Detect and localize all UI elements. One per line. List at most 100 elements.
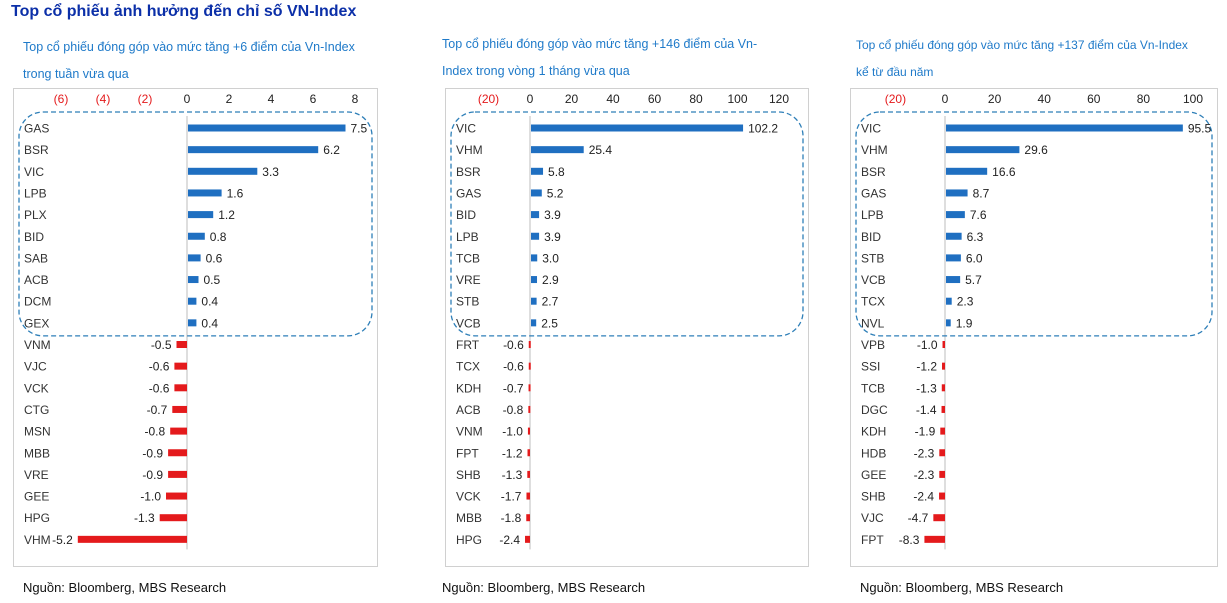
- category-label: CTG: [24, 403, 49, 417]
- category-label: VIC: [24, 165, 44, 179]
- category-label: DCM: [24, 295, 51, 309]
- category-label: STB: [861, 251, 884, 265]
- data-label: 2.7: [542, 295, 559, 309]
- x-tick-label: 80: [689, 92, 703, 106]
- x-tick-label: 100: [727, 92, 747, 106]
- category-label: DGC: [861, 403, 888, 417]
- bar: [188, 146, 319, 154]
- bar: [940, 427, 945, 435]
- bar: [188, 189, 222, 197]
- category-label: FPT: [456, 446, 479, 460]
- data-label: 2.9: [542, 273, 559, 287]
- x-tick-label: 60: [1087, 92, 1101, 106]
- top-contributors-highlight: [450, 111, 804, 337]
- chart-subtitle-3: Top cổ phiếu đóng góp vào mức tăng +137 …: [856, 32, 1216, 86]
- category-label: SHB: [861, 490, 886, 504]
- bar: [188, 232, 205, 240]
- bar: [188, 211, 214, 219]
- bar: [525, 535, 530, 543]
- data-label: -0.8: [503, 403, 524, 417]
- x-tick-label: 6: [310, 92, 317, 106]
- data-label: -8.3: [899, 533, 920, 547]
- chart-2-svg: (20) 0 20 40 60 80 100 120 VIC 102.2 VHM 25.4 BSR 5.8…: [450, 92, 804, 550]
- x-tick-label: (6): [54, 92, 69, 106]
- bar: [531, 167, 544, 175]
- category-label: VHM: [24, 533, 51, 547]
- x-tick-label: (20): [885, 92, 906, 106]
- category-label: GAS: [861, 186, 886, 200]
- data-label: -0.8: [145, 425, 166, 439]
- x-tick-label: 80: [1137, 92, 1151, 106]
- category-label: VCB: [456, 316, 481, 330]
- data-label: 0.5: [204, 273, 221, 287]
- category-label: BSR: [24, 143, 49, 157]
- bar: [531, 124, 744, 132]
- chart-subtitle-2: Top cổ phiếu đóng góp vào mức tăng +146 …: [442, 31, 792, 85]
- bar: [946, 297, 952, 305]
- bar: [933, 514, 945, 522]
- category-label: VIC: [456, 122, 476, 136]
- bar: [924, 535, 945, 543]
- category-label: VCK: [456, 490, 481, 504]
- category-label: STB: [456, 295, 479, 309]
- bar: [946, 232, 962, 240]
- data-label: -2.4: [499, 533, 520, 547]
- bar: [531, 211, 540, 219]
- category-label: SHB: [456, 468, 481, 482]
- bar: [531, 297, 537, 305]
- data-label: 16.6: [992, 165, 1016, 179]
- chart-panel-3: (20) 0 20 40 60 80 100 VIC 95.5 VHM 29.6 BSR 16.6 GAS…: [850, 88, 1218, 567]
- data-label: -1.2: [916, 360, 937, 374]
- category-label: VRE: [456, 273, 481, 287]
- top-contributors-highlight: [855, 111, 1213, 337]
- data-label: 1.6: [227, 186, 244, 200]
- category-label: FPT: [861, 533, 884, 547]
- top-contributors-highlight: [18, 111, 373, 337]
- category-label: TCX: [456, 360, 480, 374]
- bar: [188, 124, 346, 132]
- data-label: 5.2: [547, 186, 564, 200]
- category-label: NVL: [861, 316, 885, 330]
- category-label: VCK: [24, 381, 49, 395]
- bar: [170, 427, 187, 435]
- bar: [527, 449, 530, 457]
- bar: [528, 405, 531, 413]
- bar: [188, 254, 201, 262]
- category-label: BID: [24, 230, 44, 244]
- chart-panel-2: (20) 0 20 40 60 80 100 120 VIC 102.2 VHM 25.4 BSR 5.8…: [445, 88, 809, 567]
- x-tick-label: (4): [96, 92, 111, 106]
- category-label: FRT: [456, 338, 480, 352]
- data-label: -1.9: [915, 425, 936, 439]
- data-label: -2.3: [914, 446, 935, 460]
- data-label: -1.2: [502, 446, 523, 460]
- data-label: -2.3: [914, 468, 935, 482]
- category-label: ACB: [24, 273, 49, 287]
- x-tick-label: 40: [1038, 92, 1052, 106]
- data-label: -1.0: [917, 338, 938, 352]
- bar: [527, 427, 530, 435]
- x-tick-label: (20): [478, 92, 499, 106]
- bar: [159, 514, 187, 522]
- data-label: 6.0: [966, 251, 983, 265]
- data-label: 2.5: [541, 316, 558, 330]
- x-tick-label: 0: [184, 92, 191, 106]
- source-note-3: Nguồn: Bloomberg, MBS Research: [860, 580, 1064, 595]
- data-label: -0.6: [149, 381, 170, 395]
- category-label: MBB: [24, 446, 50, 460]
- data-label: -0.7: [503, 381, 524, 395]
- x-tick-label: 8: [352, 92, 359, 106]
- x-tick-label: 0: [527, 92, 534, 106]
- data-label: 0.4: [201, 295, 218, 309]
- bar: [188, 297, 197, 305]
- category-label: BID: [861, 230, 881, 244]
- data-label: -0.6: [149, 360, 170, 374]
- x-tick-label: (2): [138, 92, 153, 106]
- bar: [526, 492, 530, 500]
- chart-1-svg: (6) (4) (2) 0 2 4 6 8 GAS 7.5 BSR 6.2 VIC 3.3 LPB 1.6 PL…: [18, 92, 373, 550]
- category-label: GEE: [861, 468, 886, 482]
- data-label: 1.2: [218, 208, 235, 222]
- bar: [531, 276, 538, 284]
- x-tick-label: 60: [648, 92, 662, 106]
- chart-subtitle-3-line2: kể từ đầu năm: [856, 65, 934, 79]
- source-note-1: Nguồn: Bloomberg, MBS Research: [23, 580, 227, 595]
